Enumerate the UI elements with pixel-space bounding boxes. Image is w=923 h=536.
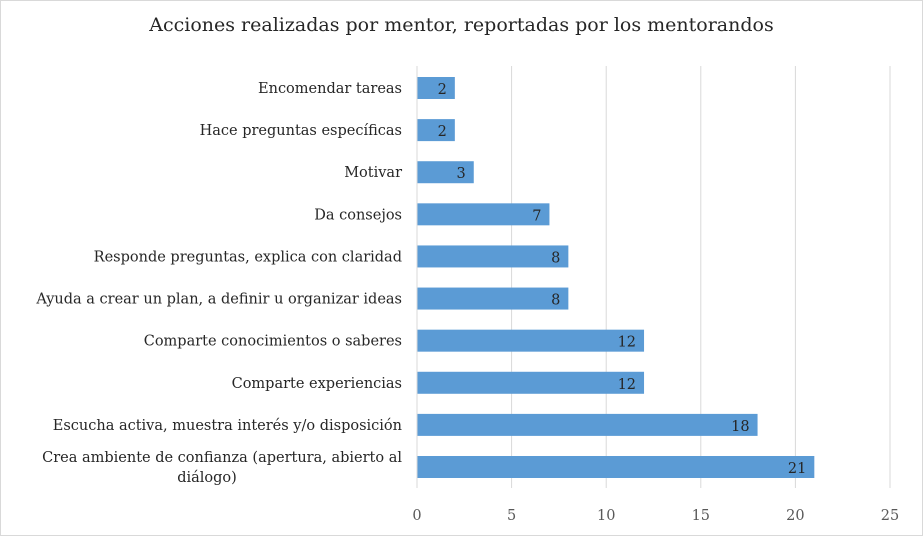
data-label: 12 [618,335,636,351]
x-tick-label: 10 [597,508,615,524]
category-label: Comparte conocimientos o saberes [144,334,402,350]
x-tick-label: 25 [881,508,899,524]
bar [417,287,569,310]
bar [417,77,455,99]
x-tick-label: 0 [412,508,421,524]
category-label: diálogo) [177,470,237,486]
data-label: 8 [551,250,560,266]
bar [417,161,474,184]
data-label: 2 [438,124,447,140]
bar [417,119,455,142]
bar [417,371,645,394]
category-label: Encomendar tareas [258,81,402,97]
bar [417,456,815,478]
x-tick-label: 20 [786,508,804,524]
x-tick-label: 15 [692,508,710,524]
bar [417,329,645,352]
bar [417,245,569,268]
data-label: 18 [731,419,749,435]
category-label: Crea ambiente de confianza (apertura, ab… [42,450,402,466]
category-label: Motivar [344,165,402,181]
data-label: 7 [532,208,541,224]
data-label: 21 [788,461,806,477]
bars [417,77,815,478]
data-label: 3 [457,166,466,182]
chart-title: Acciones realizadas por mentor, reportad… [149,14,774,36]
x-tick-label: 5 [507,508,516,524]
bar [417,203,550,226]
category-label: Responde preguntas, explica con claridad [94,249,402,265]
category-label: Ayuda a crear un plan, a definir u organ… [35,292,402,308]
category-label: Escucha activa, muestra interés y/o disp… [53,418,402,434]
data-label: 8 [551,293,560,309]
data-label: 12 [618,377,636,393]
data-label: 2 [438,82,447,98]
category-label: Da consejos [314,207,402,223]
category-label: Hace preguntas específicas [200,123,402,139]
labels: 0 5 10 15 20 25 2 Encomendar tareas 2 Hace pregun… [35,81,899,524]
category-label: Comparte experiencias [232,376,402,392]
bar [417,413,758,436]
